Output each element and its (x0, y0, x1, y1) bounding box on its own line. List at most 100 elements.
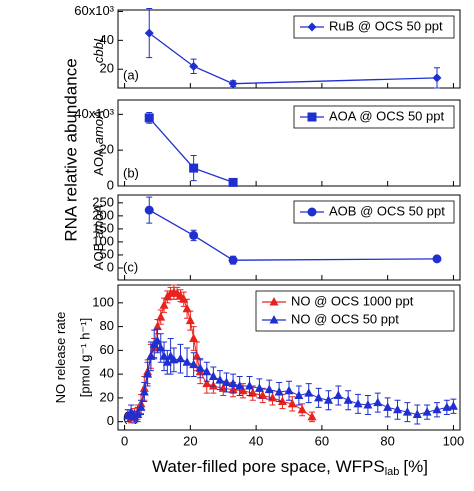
y-tick-label: 40x10³ (74, 106, 114, 121)
marker (228, 177, 238, 187)
legend-label: AOB @ OCS 50 ppt (329, 203, 445, 218)
legend-label: AOA @ OCS 50 ppt (329, 108, 444, 123)
y-tick-label: 0 (107, 177, 114, 192)
x-label-end: [%] (403, 457, 428, 476)
marker (144, 28, 154, 38)
marker (189, 61, 199, 71)
x-tick-label: 60 (315, 433, 329, 448)
y-tick-label: 60x10³ (74, 3, 114, 18)
marker (274, 386, 284, 396)
marker (402, 407, 412, 416)
y-label-text: AOB (91, 243, 106, 270)
y-tick-label: 100 (92, 294, 114, 309)
marker (146, 351, 156, 360)
marker (343, 395, 353, 404)
marker (248, 388, 258, 397)
marker (383, 402, 393, 411)
legend-marker (307, 207, 317, 217)
legend-marker (269, 315, 279, 324)
y-tick-label: 40 (100, 32, 114, 47)
marker (442, 402, 452, 411)
x-tick-label: 40 (249, 433, 263, 448)
marker (228, 79, 238, 89)
marker (195, 363, 205, 372)
marker (294, 390, 304, 400)
marker (353, 398, 363, 408)
marker (152, 335, 162, 345)
marker (159, 351, 169, 360)
legend-label: NO @ OCS 50 ppt (291, 311, 399, 326)
marker (245, 381, 255, 390)
x-tick-label: 80 (380, 433, 394, 448)
marker (189, 333, 199, 342)
marker (287, 398, 297, 408)
y-label-italic: amoA (91, 110, 106, 144)
marker (284, 385, 294, 395)
y-label: cbbL (91, 35, 106, 63)
y-tick-label: 0 (107, 259, 114, 274)
x-label-main: Water-filled pore space, WFPS (152, 457, 385, 476)
series-line (148, 117, 234, 184)
marker (189, 230, 199, 240)
marker (222, 377, 232, 386)
plot-frame (117, 99, 461, 187)
y-tick-label: 100 (92, 233, 114, 248)
y-tick-label: 0 (107, 413, 114, 428)
y-label-text: AOA (91, 148, 106, 176)
marker (277, 396, 287, 405)
marker (144, 205, 154, 215)
y-tick-label: 80 (100, 318, 114, 333)
y-label-units: [pmol g⁻¹ h⁻¹] (77, 318, 92, 397)
y-label-italic: cbbL (91, 35, 106, 63)
y-tick-label: 20 (100, 61, 114, 76)
marker (185, 315, 195, 325)
marker (136, 402, 146, 411)
y-tick-label: 50 (100, 246, 114, 261)
y-label: AOA amoA (91, 110, 106, 175)
legend-marker (269, 297, 279, 306)
legend-label: RuB @ OCS 50 ppt (329, 18, 443, 33)
marker (189, 163, 199, 173)
marker (192, 351, 202, 360)
y-tick-label: 20 (100, 142, 114, 157)
marker (432, 404, 442, 414)
marker (126, 407, 136, 416)
legend-marker (307, 112, 317, 122)
marker (182, 303, 192, 313)
plot-frame (117, 9, 461, 89)
marker (373, 397, 383, 407)
marker (307, 411, 317, 421)
marker (254, 383, 264, 392)
marker (432, 254, 442, 264)
marker (202, 378, 212, 388)
y-label: AOB amoA (91, 205, 106, 270)
marker (228, 255, 238, 265)
legend-box (293, 15, 455, 39)
marker (189, 359, 199, 369)
marker (304, 388, 314, 397)
marker (169, 354, 179, 364)
marker (393, 404, 403, 414)
y-label: NO release rate (53, 312, 68, 404)
legend-box (255, 290, 455, 332)
marker (133, 409, 143, 419)
y-tick-label: 60 (100, 342, 114, 357)
y-tick-label: 200 (92, 207, 114, 222)
legend-box (293, 105, 455, 129)
marker (182, 357, 192, 366)
legend-marker (307, 22, 317, 32)
marker (179, 294, 189, 303)
y-label-italic: amoA (91, 205, 106, 239)
marker (412, 409, 422, 419)
marker (422, 407, 432, 416)
marker (156, 342, 166, 352)
marker (202, 366, 212, 376)
shared-y-label: RNA relative abundance (61, 58, 80, 241)
marker (314, 392, 324, 402)
marker (258, 390, 268, 400)
panel-label: (a) (123, 67, 139, 82)
marker (333, 390, 343, 400)
marker (162, 357, 172, 366)
marker (363, 400, 373, 409)
